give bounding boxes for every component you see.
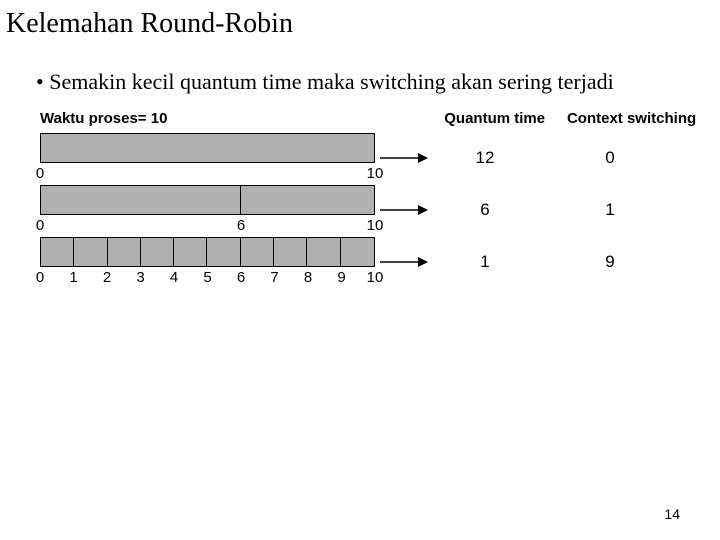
header-context: Context switching bbox=[563, 110, 700, 127]
tick-label: 1 bbox=[69, 269, 77, 286]
quantum-value: 1 bbox=[430, 252, 540, 272]
bar-segment bbox=[41, 238, 74, 266]
tick-label: 2 bbox=[103, 269, 111, 286]
tick-labels: 0610 bbox=[40, 215, 375, 235]
tick-label: 4 bbox=[170, 269, 178, 286]
bar-segment bbox=[174, 238, 207, 266]
tick-label: 0 bbox=[36, 217, 44, 234]
bar-segment bbox=[41, 134, 374, 162]
bar-area: 0610 bbox=[40, 185, 375, 235]
bar-segment bbox=[41, 186, 241, 214]
tick-label: 6 bbox=[237, 217, 245, 234]
diagram-area: Waktu proses= 10 Quantum time Context sw… bbox=[0, 100, 720, 287]
tick-label: 7 bbox=[270, 269, 278, 286]
slide-title: Kelemahan Round-Robin bbox=[0, 8, 720, 40]
tick-label: 10 bbox=[367, 269, 384, 286]
bar-segment bbox=[207, 238, 240, 266]
tick-label: 8 bbox=[304, 269, 312, 286]
tick-label: 5 bbox=[203, 269, 211, 286]
header-quantum: Quantum time bbox=[426, 110, 563, 127]
tick-labels: 012345678910 bbox=[40, 267, 375, 287]
context-switch-value: 1 bbox=[540, 200, 680, 220]
bar-segment bbox=[307, 238, 340, 266]
tick-label: 9 bbox=[337, 269, 345, 286]
bar-segment bbox=[274, 238, 307, 266]
arrow-icon bbox=[375, 255, 430, 269]
arrow-icon bbox=[375, 203, 430, 217]
bullet-text: Semakin kecil quantum time maka switchin… bbox=[18, 68, 618, 96]
process-bar bbox=[40, 237, 375, 267]
bar-segment bbox=[108, 238, 141, 266]
header-process-time: Waktu proses= 10 bbox=[40, 110, 392, 127]
page-number: 14 bbox=[664, 506, 680, 522]
tick-label: 10 bbox=[367, 217, 384, 234]
tick-label: 10 bbox=[367, 165, 384, 182]
bar-segment bbox=[341, 238, 374, 266]
diagram-row: 01234567891019 bbox=[40, 237, 700, 287]
diagram-row: 010 120 bbox=[40, 133, 700, 183]
diagram-row: 061061 bbox=[40, 185, 700, 235]
context-switch-value: 9 bbox=[540, 252, 680, 272]
bar-segment bbox=[141, 238, 174, 266]
bar-segment bbox=[241, 238, 274, 266]
process-bar bbox=[40, 185, 375, 215]
quantum-value: 12 bbox=[430, 148, 540, 168]
column-headers: Waktu proses= 10 Quantum time Context sw… bbox=[40, 110, 700, 127]
bar-area: 010 bbox=[40, 133, 375, 183]
context-switch-value: 0 bbox=[540, 148, 680, 168]
tick-label: 3 bbox=[136, 269, 144, 286]
bar-segment bbox=[74, 238, 107, 266]
tick-labels: 010 bbox=[40, 163, 375, 183]
bar-area: 012345678910 bbox=[40, 237, 375, 287]
tick-label: 6 bbox=[237, 269, 245, 286]
arrow-icon bbox=[375, 151, 430, 165]
process-bar bbox=[40, 133, 375, 163]
quantum-value: 6 bbox=[430, 200, 540, 220]
bar-segment bbox=[241, 186, 374, 214]
tick-label: 0 bbox=[36, 165, 44, 182]
tick-label: 0 bbox=[36, 269, 44, 286]
